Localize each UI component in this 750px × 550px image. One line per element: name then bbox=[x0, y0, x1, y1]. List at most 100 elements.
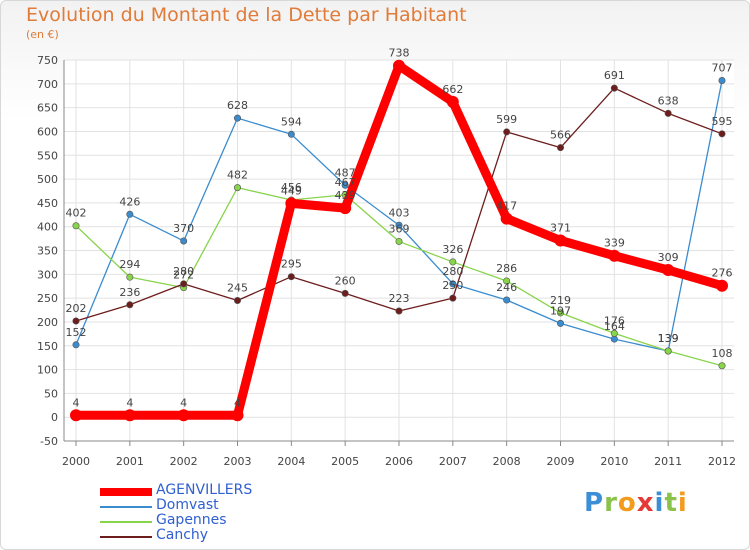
legend-label: Domvast bbox=[156, 497, 219, 513]
y-tick-label: 150 bbox=[37, 340, 58, 353]
x-tick-label: 2012 bbox=[708, 455, 736, 468]
data-point bbox=[449, 294, 457, 302]
data-point bbox=[234, 184, 242, 192]
data-label: 219 bbox=[550, 294, 571, 307]
data-point bbox=[556, 319, 564, 327]
data-point bbox=[341, 181, 349, 189]
data-point bbox=[556, 309, 564, 317]
data-label: 4 bbox=[126, 396, 133, 409]
data-point bbox=[180, 237, 188, 245]
proxiti-logo: Proxiti bbox=[584, 488, 688, 518]
data-point bbox=[177, 409, 190, 422]
data-label: 599 bbox=[496, 113, 517, 126]
data-point bbox=[234, 297, 242, 305]
data-label: 202 bbox=[66, 302, 87, 315]
y-tick-label: 100 bbox=[37, 364, 58, 377]
data-point bbox=[503, 277, 511, 285]
data-point bbox=[72, 317, 80, 325]
y-tick-label: 350 bbox=[37, 245, 58, 258]
data-label: 738 bbox=[389, 47, 410, 60]
data-point bbox=[610, 329, 618, 337]
y-tick-label: 500 bbox=[37, 173, 58, 186]
data-label: 280 bbox=[173, 265, 194, 278]
series-layer bbox=[70, 59, 728, 422]
x-tick-label: 2008 bbox=[493, 455, 521, 468]
data-label: 4 bbox=[180, 396, 187, 409]
data-label: 309 bbox=[658, 251, 679, 264]
data-label: 370 bbox=[173, 222, 194, 235]
data-label: 371 bbox=[550, 221, 571, 234]
x-tick-label: 2005 bbox=[331, 455, 359, 468]
data-point bbox=[554, 234, 567, 247]
x-tick-label: 2007 bbox=[439, 455, 467, 468]
y-tick-label: 450 bbox=[37, 197, 58, 210]
legend-swatch bbox=[100, 536, 152, 538]
data-point bbox=[664, 109, 672, 117]
data-label: 164 bbox=[604, 320, 625, 333]
x-tick-label: 2002 bbox=[170, 455, 198, 468]
y-tick-label: 200 bbox=[37, 316, 58, 329]
logo-letter: o bbox=[617, 488, 637, 518]
data-point bbox=[503, 296, 511, 304]
data-point bbox=[339, 202, 352, 215]
data-label: 402 bbox=[66, 207, 87, 220]
data-point bbox=[718, 130, 726, 138]
data-labels: 152 426 370 628 594 487 403 280 246 197 164 139 707 4… bbox=[66, 47, 733, 410]
data-label: 139 bbox=[658, 332, 679, 345]
data-label: 707 bbox=[712, 61, 733, 74]
data-label: 487 bbox=[335, 166, 356, 179]
data-label: 246 bbox=[496, 281, 517, 294]
data-point bbox=[449, 280, 457, 288]
data-label: 197 bbox=[550, 304, 571, 317]
data-label: 176 bbox=[604, 314, 625, 327]
data-point bbox=[446, 95, 459, 108]
legend-label: Canchy bbox=[156, 527, 209, 543]
chart-title: Evolution du Montant de la Dette par Hab… bbox=[26, 4, 467, 26]
y-tick-label: 550 bbox=[37, 149, 58, 162]
data-point bbox=[608, 249, 621, 262]
legend-label: AGENVILLERS bbox=[156, 482, 253, 498]
y-tick-label: -50 bbox=[40, 435, 58, 448]
data-point bbox=[231, 409, 244, 422]
data-point bbox=[395, 221, 403, 229]
data-point bbox=[503, 128, 511, 136]
data-point bbox=[287, 130, 295, 138]
data-point bbox=[72, 222, 80, 230]
data-label: 4 bbox=[73, 396, 80, 409]
data-point bbox=[449, 258, 457, 266]
y-tick-label: 700 bbox=[37, 78, 58, 91]
data-label: 417 bbox=[496, 200, 517, 213]
data-point bbox=[500, 212, 513, 225]
data-label: 286 bbox=[496, 262, 517, 275]
chart-subtitle: (en €) bbox=[26, 28, 59, 41]
x-tick-label: 2010 bbox=[600, 455, 628, 468]
legend-swatch bbox=[100, 521, 152, 523]
data-point bbox=[70, 409, 82, 422]
data-point bbox=[718, 76, 726, 84]
y-tick-label: 650 bbox=[37, 102, 58, 115]
y-tick-label: 300 bbox=[37, 268, 58, 281]
data-point bbox=[556, 144, 564, 152]
data-label: 467 bbox=[335, 176, 356, 189]
logo-letter: x bbox=[636, 488, 655, 518]
data-label: 260 bbox=[335, 274, 356, 287]
y-tick-label: 400 bbox=[37, 221, 58, 234]
data-label: 108 bbox=[712, 347, 733, 360]
data-label: 403 bbox=[389, 206, 410, 219]
data-point bbox=[180, 280, 188, 288]
data-point bbox=[123, 409, 136, 422]
data-label: 4 bbox=[234, 396, 241, 409]
data-label: 236 bbox=[119, 286, 140, 299]
data-point bbox=[285, 197, 298, 210]
data-label: 245 bbox=[227, 282, 248, 295]
data-label: 280 bbox=[442, 265, 463, 278]
data-label: 295 bbox=[281, 258, 302, 271]
y-tick-label: 250 bbox=[37, 292, 58, 305]
logo-letter: t bbox=[664, 488, 678, 518]
data-label: 482 bbox=[227, 169, 248, 182]
logo-letter: P bbox=[584, 488, 605, 518]
data-point bbox=[395, 307, 403, 315]
x-tick-label: 2003 bbox=[224, 455, 252, 468]
logo-letter: i bbox=[654, 488, 665, 518]
